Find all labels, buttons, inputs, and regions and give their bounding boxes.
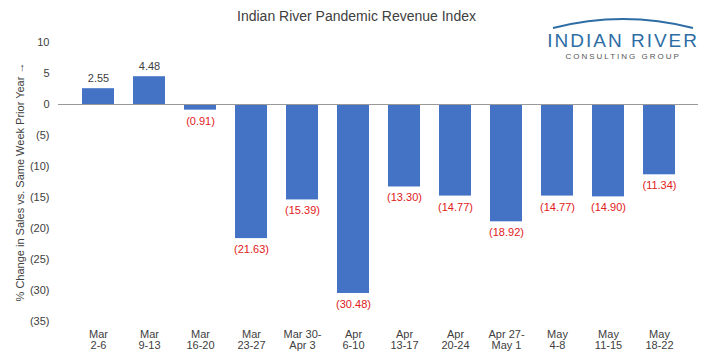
svg-text:% Change in Sales vs. Same Wee: % Change in Sales vs. Same Week Prior Ye… <box>14 63 26 302</box>
svg-text:(30): (30) <box>30 284 50 296</box>
svg-text:(0.91): (0.91) <box>186 115 215 127</box>
svg-text:(14.77): (14.77) <box>438 201 473 213</box>
svg-text:10: 10 <box>37 36 49 48</box>
svg-text:0: 0 <box>43 98 49 110</box>
svg-text:(18.92): (18.92) <box>489 226 524 238</box>
svg-text:May18-22: May18-22 <box>645 328 673 351</box>
svg-text:(35): (35) <box>30 315 50 327</box>
svg-text:(14.77): (14.77) <box>540 201 575 213</box>
svg-text:(11.34): (11.34) <box>642 179 676 191</box>
html-text:CONSULTING GROUP: CONSULTING GROUP <box>565 52 681 61</box>
svg-text:Apr 27-May 1: Apr 27-May 1 <box>488 328 524 351</box>
svg-text:Mar 30-Apr 3: Mar 30-Apr 3 <box>284 328 322 351</box>
svg-text:Apr20-24: Apr20-24 <box>441 328 469 351</box>
svg-text:(30.48): (30.48) <box>336 298 371 310</box>
svg-text:(20): (20) <box>30 222 50 234</box>
svg-text:Mar16-20: Mar16-20 <box>186 328 214 351</box>
svg-text:(15): (15) <box>30 191 50 203</box>
svg-text:(15.39): (15.39) <box>285 204 320 216</box>
svg-text:4.48: 4.48 <box>139 60 160 72</box>
svg-text:(25): (25) <box>30 253 50 265</box>
svg-text:(5): (5) <box>36 129 49 141</box>
svg-text:Mar23-27: Mar23-27 <box>237 328 265 351</box>
svg-text:2.55: 2.55 <box>88 72 109 84</box>
svg-text:Apr13-17: Apr13-17 <box>390 328 418 351</box>
svg-text:(14.90): (14.90) <box>591 201 626 213</box>
svg-text:May4-8: May4-8 <box>547 328 568 351</box>
svg-text:Mar2-6: Mar2-6 <box>89 328 108 351</box>
svg-text:(21.63): (21.63) <box>234 243 269 255</box>
svg-text:(13.30): (13.30) <box>387 191 422 203</box>
html-text:Indian River Pandemic Revenue: Indian River Pandemic Revenue Index <box>237 8 476 24</box>
svg-text:5: 5 <box>43 67 49 79</box>
svg-text:Mar9-13: Mar9-13 <box>138 328 160 351</box>
svg-text:May11-15: May11-15 <box>595 328 622 351</box>
svg-text:Apr6-10: Apr6-10 <box>342 328 364 351</box>
html-text:INDIAN RIVER: INDIAN RIVER <box>547 30 699 51</box>
svg-text:(10): (10) <box>30 160 50 172</box>
